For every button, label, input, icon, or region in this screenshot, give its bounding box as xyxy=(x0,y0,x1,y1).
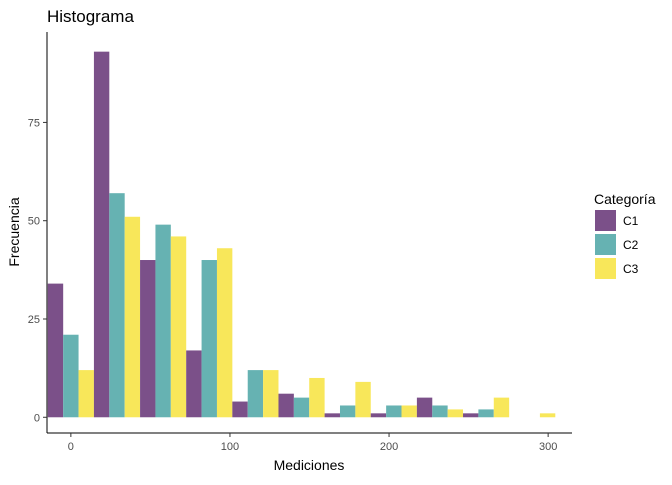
bar-c1-bin-2 xyxy=(140,260,156,418)
bar-c1-bin-7 xyxy=(370,413,387,418)
y-ticks-group: 0 25 50 75 xyxy=(28,117,47,424)
x-tick-label: 0 xyxy=(68,441,74,453)
legend-label-c1: C1 xyxy=(623,214,639,228)
bar-c2-bin-6 xyxy=(339,405,356,418)
x-axis-title: Mediciones xyxy=(274,457,345,473)
bar-c3-bin-4 xyxy=(263,370,279,418)
bar-c2-bin-2 xyxy=(155,224,171,418)
bar-c2-bin-4 xyxy=(247,370,264,418)
bar-c3-bin-0 xyxy=(78,370,94,418)
bar-c3-bin-1 xyxy=(124,216,141,418)
bar-c1-bin-4 xyxy=(232,401,248,418)
bars-group xyxy=(47,51,556,418)
bar-c3-bin-10 xyxy=(539,413,556,418)
chart-title: Histograma xyxy=(47,7,134,26)
legend-title: Categoría xyxy=(594,191,656,207)
bar-c3-bin-5 xyxy=(309,377,325,418)
x-ticks-group: 0 100 200 300 xyxy=(68,433,557,453)
bar-c1-bin-8 xyxy=(416,397,433,418)
bar-c3-bin-3 xyxy=(216,248,233,418)
y-tick-label: 50 xyxy=(28,216,40,228)
legend-swatch-c3 xyxy=(595,258,616,279)
legend-label-c2: C2 xyxy=(623,238,639,252)
y-tick-label: 75 xyxy=(28,117,40,129)
bar-c2-bin-0 xyxy=(63,334,79,418)
bar-c3-bin-2 xyxy=(170,236,187,418)
bar-c1-bin-5 xyxy=(278,393,294,418)
bar-c2-bin-5 xyxy=(293,397,310,418)
legend-label-c3: C3 xyxy=(623,262,639,276)
bar-c2-bin-7 xyxy=(386,405,402,418)
x-tick-label: 300 xyxy=(539,441,557,453)
bar-c1-bin-9 xyxy=(463,413,479,418)
bar-c2-bin-3 xyxy=(201,260,217,418)
bar-c3-bin-8 xyxy=(447,409,464,418)
y-tick-label: 25 xyxy=(28,314,40,326)
bar-c2-bin-1 xyxy=(109,193,125,418)
bar-c3-bin-7 xyxy=(401,405,417,418)
bar-c1-bin-3 xyxy=(186,350,202,418)
bar-c1-bin-6 xyxy=(324,413,340,418)
legend: Categoría C1 C2 C3 xyxy=(594,191,656,279)
bar-c3-bin-6 xyxy=(355,381,371,418)
bar-c3-bin-9 xyxy=(493,397,510,418)
x-tick-label: 100 xyxy=(221,441,239,453)
y-axis-title: Frecuencia xyxy=(6,197,22,266)
legend-swatch-c2 xyxy=(595,234,616,255)
bar-c1-bin-0 xyxy=(47,283,64,418)
y-tick-label: 0 xyxy=(34,412,40,424)
legend-swatch-c1 xyxy=(595,210,616,231)
bar-c2-bin-9 xyxy=(478,409,494,418)
bar-c1-bin-1 xyxy=(93,51,110,418)
bar-c2-bin-8 xyxy=(432,405,448,418)
x-tick-label: 200 xyxy=(380,441,398,453)
